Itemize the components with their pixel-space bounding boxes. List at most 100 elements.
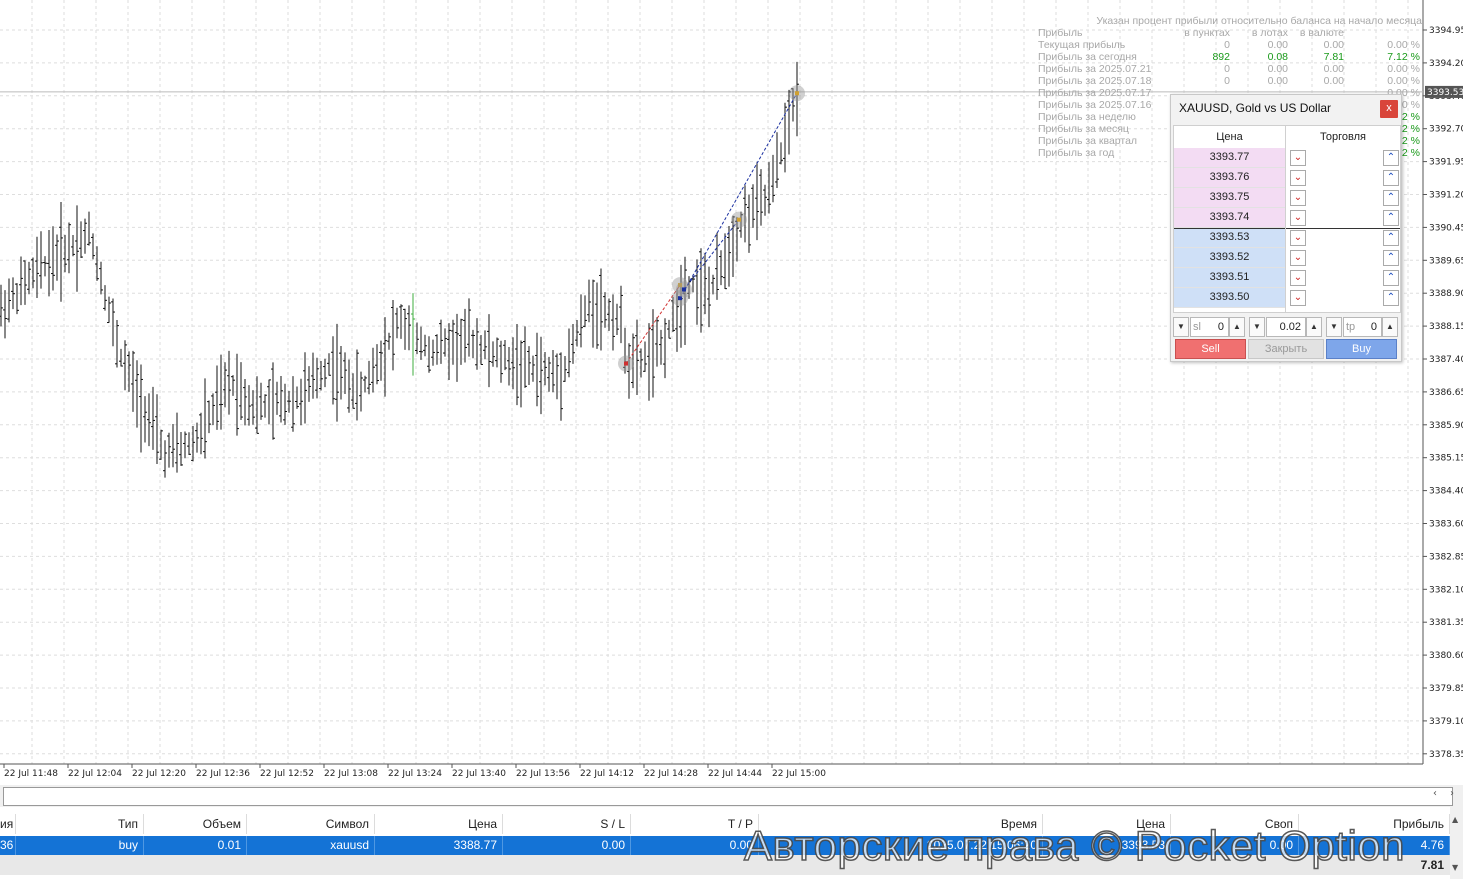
tp-decrease-icon[interactable]: ▼ [1326, 317, 1342, 337]
stats-percent: 0.00 % [1387, 63, 1420, 75]
trade-exit-dot [795, 91, 799, 96]
trade-exit-dot [737, 217, 741, 222]
dom-ask-row[interactable]: 3393.74 ⌄ ⌃ [1174, 208, 1400, 228]
dom-bid-row[interactable]: 3393.51 ⌄ ⌃ [1174, 268, 1400, 288]
scroll-right-icon[interactable]: › [1450, 788, 1454, 799]
trade-buttons: Sell Закрыть Buy [1175, 339, 1397, 359]
volume-input[interactable]: 0.02 [1266, 317, 1306, 337]
order-controls: ▼ sl 0 ▲ ▼ 0.02 ▲ ▼ tp 0 ▲ [1173, 317, 1399, 337]
scrollbar-track[interactable] [3, 787, 1453, 806]
x-tick-label: 22 Jul 12:20 [132, 769, 186, 779]
panel-close-button[interactable]: x [1380, 100, 1398, 118]
stats-row: Прибыль за год 2 % [1036, 147, 1422, 159]
terminal-vertical-scrollbar[interactable]: ▲ ▼ [1450, 807, 1463, 879]
x-tick-label: 22 Jul 13:08 [324, 769, 378, 779]
stats-label: Прибыль за квартал [1038, 135, 1138, 147]
column-header[interactable]: Своп [1171, 814, 1299, 834]
column-header[interactable]: Время [759, 814, 1043, 834]
dom-sell-icon[interactable]: ⌄ [1290, 250, 1306, 266]
sl-decrease-icon[interactable]: ▼ [1173, 317, 1189, 337]
dom-buy-icon[interactable]: ⌃ [1383, 210, 1399, 226]
y-tick-label: 3390.45 [1429, 223, 1463, 233]
column-header[interactable]: Объем [144, 814, 247, 834]
dom-buy-icon[interactable]: ⌃ [1383, 170, 1399, 186]
column-header[interactable]: Символ [247, 814, 375, 834]
dom-bid-row[interactable]: 3393.53 ⌄ ⌃ [1174, 228, 1400, 248]
stats-lots: 0.00 [1267, 63, 1288, 75]
dom-sell-icon[interactable]: ⌄ [1290, 190, 1306, 206]
stats-label: Прибыль за 2025.07.18 [1038, 75, 1152, 87]
dom-sell-icon[interactable]: ⌄ [1290, 170, 1306, 186]
dom-ask-row[interactable]: 3393.76 ⌄ ⌃ [1174, 168, 1400, 188]
stats-percent: 2 % [1401, 135, 1420, 147]
table-cell: 0.00 [1171, 836, 1299, 855]
y-tick-label: 3379.10 [1429, 717, 1463, 727]
dom-header-trade: Торговля [1320, 131, 1366, 143]
sl-input[interactable]: sl 0 [1190, 317, 1229, 337]
stats-header-label: Прибыль [1038, 27, 1083, 39]
dom-price-cell: 3393.50 [1174, 288, 1285, 308]
x-tick-label: 22 Jul 12:52 [260, 769, 314, 779]
dom-buy-icon[interactable]: ⌃ [1383, 290, 1399, 306]
dom-buy-icon[interactable]: ⌃ [1383, 230, 1399, 246]
dom-ask-row[interactable]: 3393.75 ⌄ ⌃ [1174, 188, 1400, 208]
one-click-trading-panel[interactable]: XAUUSD, Gold vs US Dollar x Цена Торговл… [1170, 94, 1402, 362]
dom-sell-icon[interactable]: ⌄ [1290, 290, 1306, 306]
column-header[interactable]: Цена [1043, 814, 1171, 834]
chart-canvas[interactable]: 3394.953394.203393.403392.703391.953391.… [0, 0, 1463, 785]
dom-buy-icon[interactable]: ⌃ [1383, 150, 1399, 166]
dom-bid-row[interactable]: 3393.52 ⌄ ⌃ [1174, 248, 1400, 268]
dom-price-cell: 3393.51 [1174, 268, 1285, 288]
scroll-up-icon[interactable]: ▲ [1452, 815, 1459, 824]
y-tick-label: 3382.10 [1429, 585, 1463, 595]
stats-currency: 7.81 [1323, 51, 1344, 63]
scroll-left-icon[interactable]: ‹ [1433, 788, 1437, 799]
dom-buy-icon[interactable]: ⌃ [1383, 250, 1399, 266]
dom-bid-row[interactable]: 3393.50 ⌄ ⌃ [1174, 288, 1400, 308]
dom-price-cell: 3393.53 [1174, 228, 1285, 248]
dom-sell-icon[interactable]: ⌄ [1290, 270, 1306, 286]
table-cell: 3393.53 [1043, 836, 1171, 855]
stats-label: Прибыль за 2025.07.21 [1038, 63, 1152, 75]
chart-horizontal-scrollbar[interactable]: ‹ › [0, 785, 1463, 807]
dom-column-divider [1285, 126, 1286, 312]
volume-increase-icon[interactable]: ▲ [1306, 317, 1322, 337]
y-tick-label: 3386.65 [1429, 388, 1463, 398]
x-tick-label: 22 Jul 15:00 [772, 769, 826, 779]
column-header[interactable]: Цена [375, 814, 503, 834]
column-header[interactable]: S / L [503, 814, 631, 834]
stats-row: Прибыль за неделю 2 % [1036, 111, 1422, 123]
tp-input[interactable]: tp 0 [1343, 317, 1382, 337]
table-row[interactable]: 36 buy 0.01 xauusd 3388.77 0.00 0.00 2025.07.22… [0, 836, 1450, 855]
sell-button[interactable]: Sell [1175, 339, 1246, 359]
x-tick-label: 22 Jul 13:56 [516, 769, 570, 779]
price-chart[interactable]: 3394.953394.203393.403392.703391.953391.… [0, 0, 1463, 785]
column-header[interactable]: Прибыль [1299, 814, 1450, 834]
tp-increase-icon[interactable]: ▲ [1382, 317, 1398, 337]
sl-increase-icon[interactable]: ▲ [1229, 317, 1245, 337]
column-header[interactable]: Тип [16, 814, 144, 834]
scroll-down-icon[interactable]: ▼ [1452, 863, 1459, 872]
dom-buy-icon[interactable]: ⌃ [1383, 270, 1399, 286]
stats-row: Прибыль за квартал 2 % [1036, 135, 1422, 147]
dom-price-cell: 3393.77 [1174, 148, 1285, 168]
dom-sell-icon[interactable]: ⌄ [1290, 210, 1306, 226]
column-header[interactable]: ия [0, 814, 16, 834]
dom-sell-icon[interactable]: ⌄ [1290, 150, 1306, 166]
dom-buy-icon[interactable]: ⌃ [1383, 190, 1399, 206]
table-cell: 4.76 [1299, 836, 1450, 855]
volume-decrease-icon[interactable]: ▼ [1249, 317, 1265, 337]
x-tick-label: 22 Jul 14:28 [644, 769, 698, 779]
stats-row: Прибыль за сегодня 892 0.08 7.81 7.12 % [1036, 51, 1422, 63]
spread-divider [1174, 228, 1400, 229]
stats-label: Прибыль за 2025.07.16 [1038, 99, 1152, 111]
buy-button[interactable]: Buy [1326, 339, 1397, 359]
trade-entry-dot [624, 361, 628, 366]
y-tick-label: 3385.90 [1429, 421, 1463, 431]
trade-line [679, 92, 798, 299]
close-position-button[interactable]: Закрыть [1248, 339, 1324, 359]
column-header[interactable]: T / P [631, 814, 759, 834]
dom-sell-icon[interactable]: ⌄ [1290, 230, 1306, 246]
dom-ask-row[interactable]: 3393.77 ⌄ ⌃ [1174, 148, 1400, 168]
